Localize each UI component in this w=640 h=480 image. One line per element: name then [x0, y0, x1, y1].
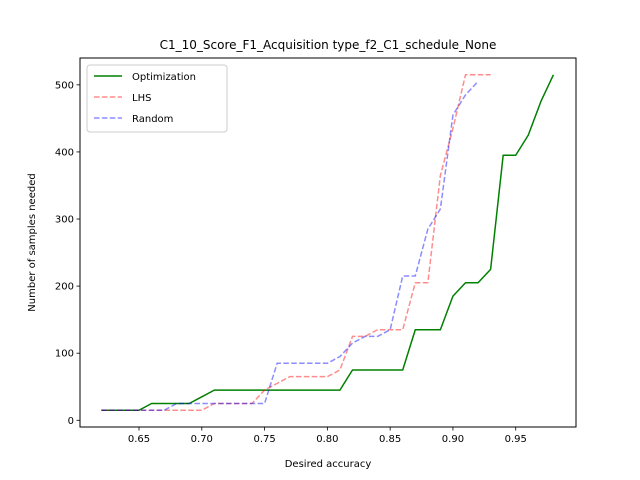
y-tick-label: 300: [55, 215, 74, 226]
y-tick-label: 200: [55, 282, 74, 293]
chart-title: C1_10_Score_F1_Acquisition type_f2_C1_sc…: [160, 38, 497, 52]
y-axis-label: Number of samples needed: [27, 173, 38, 311]
series-line-lhs: [101, 74, 491, 411]
y-tick-label: 500: [55, 80, 74, 91]
y-tick-label: 0: [68, 416, 74, 427]
plot-frame: [79, 57, 577, 428]
x-tick-label: 0.90: [442, 434, 464, 445]
x-tick-label: 0.80: [316, 434, 338, 445]
x-axis-label: Desired accuracy: [285, 459, 372, 470]
series-line-random: [101, 80, 479, 411]
x-axis: 0.65 0.70 0.75 0.80 0.85 0.90 0.95: [128, 427, 527, 445]
y-axis: 0 100 200 300 400 500: [55, 80, 80, 427]
y-tick-label: 400: [55, 147, 74, 158]
x-tick-label: 0.75: [253, 434, 275, 445]
legend-box: [86, 64, 228, 133]
y-tick-label: 100: [55, 349, 74, 360]
series-line-optimization: [101, 74, 555, 411]
legend: Optimization LHS Random: [86, 64, 228, 133]
series-layer: [101, 74, 555, 411]
legend-label-optimization: Optimization: [132, 72, 196, 83]
x-tick-label: 0.65: [128, 434, 150, 445]
x-tick-label: 0.85: [379, 434, 401, 445]
x-tick-label: 0.70: [191, 434, 213, 445]
legend-label-random: Random: [132, 114, 173, 125]
legend-label-lhs: LHS: [132, 93, 151, 104]
x-tick-label: 0.95: [505, 434, 527, 445]
